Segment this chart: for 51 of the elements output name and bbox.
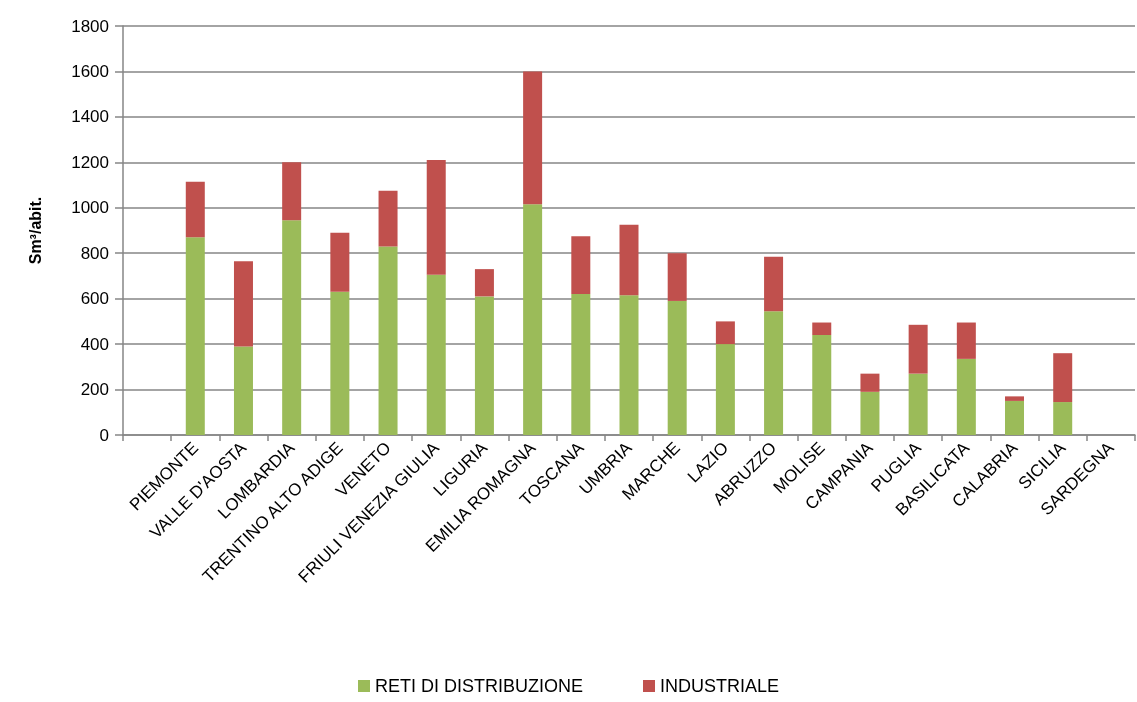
bar (860, 391, 880, 435)
bar (1005, 396, 1025, 401)
bar (956, 358, 976, 435)
bar (571, 236, 591, 295)
bar (715, 321, 735, 345)
bar (715, 344, 735, 435)
bar (426, 160, 446, 275)
y-tick-label: 1600 (71, 61, 109, 81)
bar (908, 324, 928, 374)
bar (667, 300, 687, 435)
y-tick-label: 1200 (71, 152, 109, 172)
bar (764, 311, 784, 435)
bar (233, 261, 253, 347)
bar (378, 190, 398, 247)
y-tick-label: 400 (80, 334, 109, 354)
bar (619, 295, 639, 435)
bar (378, 246, 398, 435)
bar (860, 373, 880, 392)
bar (523, 204, 543, 435)
bar (474, 269, 494, 297)
y-axis-title: Sm³/abit. (26, 196, 44, 265)
bar (233, 346, 253, 435)
bar (571, 294, 591, 435)
bar (185, 181, 205, 238)
bar (1053, 353, 1073, 403)
legend-label: INDUSTRIALE (659, 676, 780, 696)
bar (667, 253, 687, 301)
bar (1053, 402, 1073, 435)
y-tick-label: 1400 (71, 107, 109, 127)
bar (619, 224, 639, 296)
bar (282, 220, 302, 435)
bar (764, 256, 784, 312)
bar (1005, 400, 1025, 435)
bar (523, 71, 543, 205)
bar (908, 373, 928, 435)
bar (330, 232, 350, 292)
y-tick-label: 600 (80, 289, 109, 309)
bar (282, 162, 302, 221)
y-tick-label: 800 (80, 243, 109, 263)
bar (426, 274, 446, 435)
bar (474, 296, 494, 435)
y-tick-label: 200 (80, 380, 109, 400)
y-tick-label: 0 (99, 425, 109, 445)
bar (812, 322, 832, 336)
legend-label: RETI DI DISTRIBUZIONE (374, 676, 583, 696)
bar (812, 335, 832, 435)
y-tick-label: 1000 (71, 198, 109, 218)
bar (956, 322, 976, 359)
bar (185, 237, 205, 435)
y-tick-label: 1800 (71, 16, 109, 36)
bar (330, 291, 350, 435)
